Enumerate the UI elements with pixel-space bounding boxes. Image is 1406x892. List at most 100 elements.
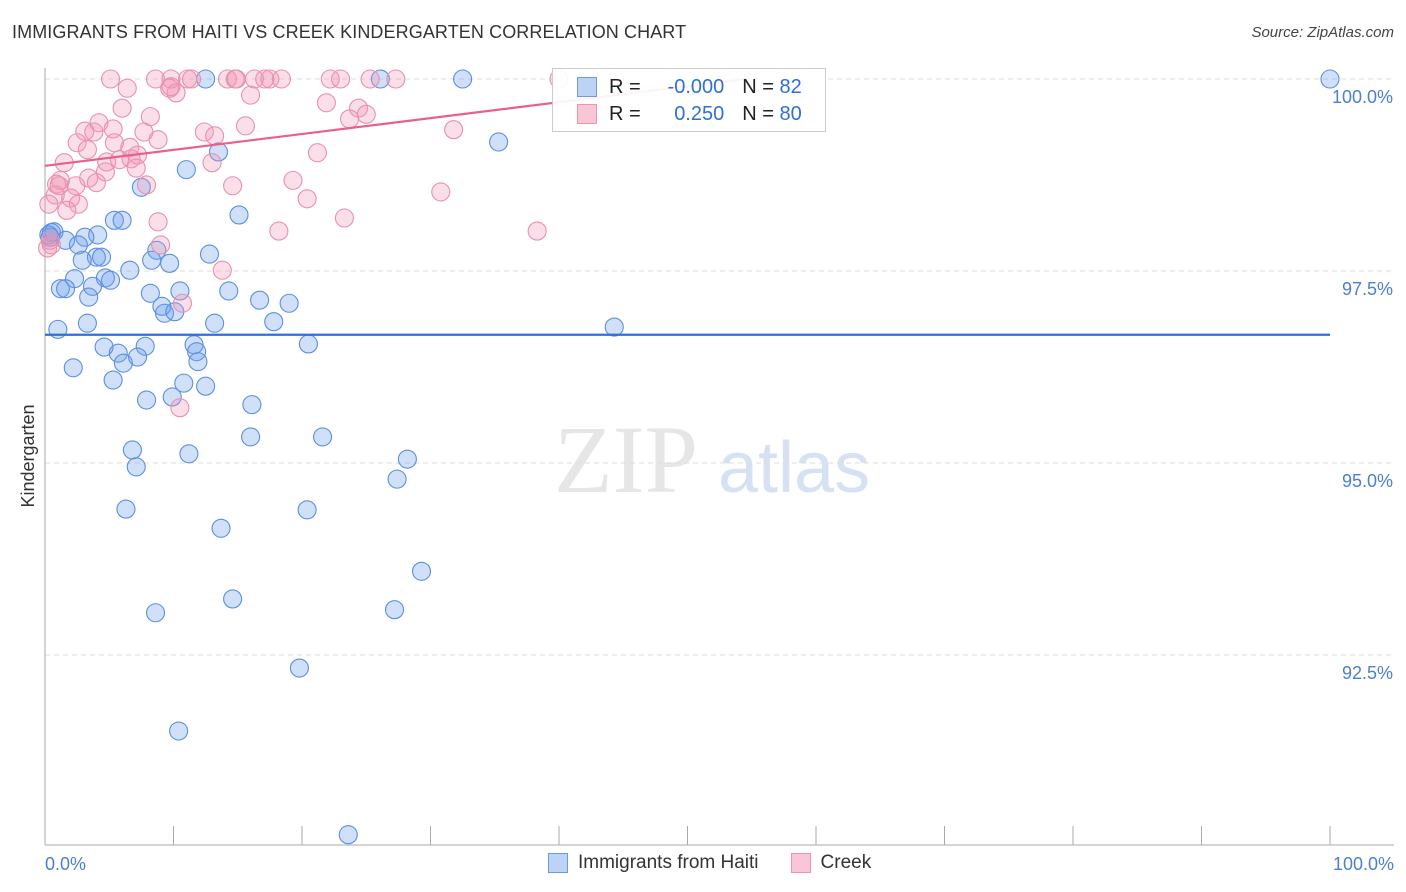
haiti-point	[279, 293, 299, 313]
haiti-point	[75, 227, 95, 247]
haiti-point	[140, 283, 160, 303]
creek-point	[126, 158, 146, 178]
haiti-point	[411, 561, 432, 581]
haiti-point	[162, 387, 182, 407]
haiti-point	[169, 721, 189, 741]
haiti-point	[113, 353, 133, 373]
haiti-point	[229, 205, 249, 225]
chart-title: IMMIGRANTS FROM HAITI VS CREEK KINDERGAR…	[12, 22, 687, 42]
creek-point	[145, 69, 166, 89]
y-axis-label: Kindergarten	[18, 404, 38, 507]
creek-point	[527, 221, 547, 241]
haiti-point	[170, 281, 190, 301]
haiti-point	[298, 334, 318, 354]
haiti-point	[205, 313, 225, 333]
creek-point	[67, 133, 87, 153]
haiti-point	[63, 358, 83, 378]
n-value: 82	[779, 75, 802, 98]
creek-point	[225, 69, 245, 89]
haiti-point	[188, 352, 208, 372]
creek-point	[86, 173, 106, 193]
haiti-point	[338, 825, 358, 845]
creek-point	[77, 140, 97, 160]
haiti-point	[242, 395, 262, 415]
creek-point	[244, 69, 265, 89]
creek-point	[205, 126, 225, 146]
n-value: 80	[779, 102, 802, 125]
creek-point	[148, 130, 168, 150]
creek-point	[271, 69, 291, 89]
haiti-point	[100, 270, 121, 290]
creek-point	[202, 153, 222, 173]
haiti-point	[116, 499, 136, 519]
legend-row-haiti: R = -0.000 N = 82	[577, 75, 802, 99]
creek-point	[339, 109, 360, 129]
haiti-point	[387, 469, 407, 489]
creek-point	[223, 176, 243, 196]
haiti-point	[489, 132, 509, 152]
haiti-point	[104, 210, 124, 230]
creek-swatch	[577, 104, 597, 124]
creek-point	[61, 188, 81, 208]
creek-point	[194, 122, 214, 142]
y-tick-label: 95.0%	[1342, 471, 1393, 491]
haiti-point	[72, 250, 92, 270]
creek-point	[84, 122, 104, 142]
creek-point	[241, 85, 261, 105]
haiti-point	[160, 253, 180, 273]
haiti-point	[108, 343, 128, 363]
r-label: R =	[609, 102, 641, 125]
creek-point	[360, 69, 380, 89]
haiti-point	[79, 287, 99, 307]
haiti-point	[453, 69, 473, 89]
watermark-atlas: atlas	[718, 428, 870, 508]
haiti-point	[223, 589, 243, 609]
haiti-point	[136, 390, 157, 410]
haiti-point	[397, 449, 417, 469]
creek-point	[235, 116, 256, 136]
haiti-point	[179, 444, 199, 464]
creek-point	[89, 113, 109, 133]
y-tick-label: 97.5%	[1342, 279, 1393, 299]
n-label: N =	[742, 102, 774, 125]
haiti-point	[1320, 69, 1340, 89]
haiti-point	[56, 279, 76, 299]
creek-point	[444, 120, 464, 140]
creek-point	[307, 143, 327, 163]
source-label: Source: ZipAtlas.com	[1251, 24, 1394, 41]
creek-point	[136, 175, 157, 195]
legend-row-creek: R = 0.250 N = 80	[577, 102, 802, 126]
y-tick-label: 92.5%	[1342, 663, 1393, 683]
creek-point	[283, 170, 303, 190]
creek-point	[320, 69, 340, 89]
creek-legend-swatch	[790, 853, 811, 873]
haiti-point	[68, 235, 88, 255]
haiti-legend-swatch	[548, 853, 568, 873]
haiti-point	[219, 281, 239, 301]
y-tick-label: 100.0%	[1332, 87, 1393, 107]
creek-point	[117, 78, 137, 98]
haiti-point	[313, 427, 333, 447]
creek-point	[148, 212, 168, 232]
creek-point	[66, 176, 86, 196]
haiti-point	[370, 69, 390, 89]
creek-point	[38, 238, 58, 258]
haiti-point	[86, 247, 106, 267]
creek-point	[112, 98, 132, 118]
haiti-point	[145, 603, 166, 623]
creek-point	[330, 69, 351, 89]
haiti-point	[94, 337, 114, 357]
haiti-point	[241, 427, 261, 447]
creek-point	[269, 221, 289, 241]
haiti-point	[297, 500, 317, 520]
creek-point	[100, 69, 121, 89]
haiti-point	[82, 276, 103, 296]
haiti-point	[187, 342, 207, 362]
creek-point	[297, 189, 317, 209]
creek-point	[57, 200, 77, 220]
haiti-point	[120, 260, 140, 280]
haiti-swatch	[577, 77, 597, 97]
haiti-point	[174, 373, 194, 393]
haiti-point	[126, 457, 146, 477]
